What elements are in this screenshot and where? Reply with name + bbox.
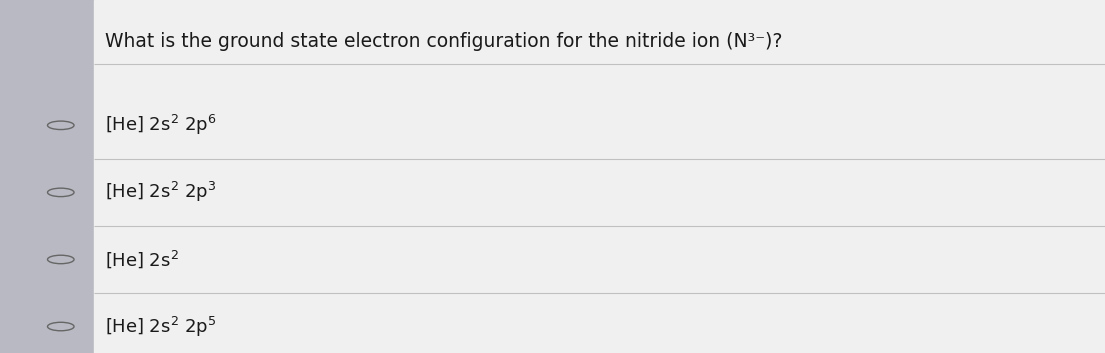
- Bar: [0, 0, 94, 353]
- Text: $\mathrm{[He]\ 2s^2\ 2p^5}$: $\mathrm{[He]\ 2s^2\ 2p^5}$: [105, 315, 217, 339]
- Text: $\mathrm{[He]\ 2s^2\ 2p^3}$: $\mathrm{[He]\ 2s^2\ 2p^3}$: [105, 180, 217, 204]
- Text: What is the ground state electron configuration for the nitride ion (N³⁻)?: What is the ground state electron config…: [105, 32, 782, 51]
- Text: $\mathrm{[He]\ 2s^2\ 2p^6}$: $\mathrm{[He]\ 2s^2\ 2p^6}$: [105, 113, 217, 137]
- Text: $\mathrm{[He]\ 2s^2}$: $\mathrm{[He]\ 2s^2}$: [105, 249, 179, 270]
